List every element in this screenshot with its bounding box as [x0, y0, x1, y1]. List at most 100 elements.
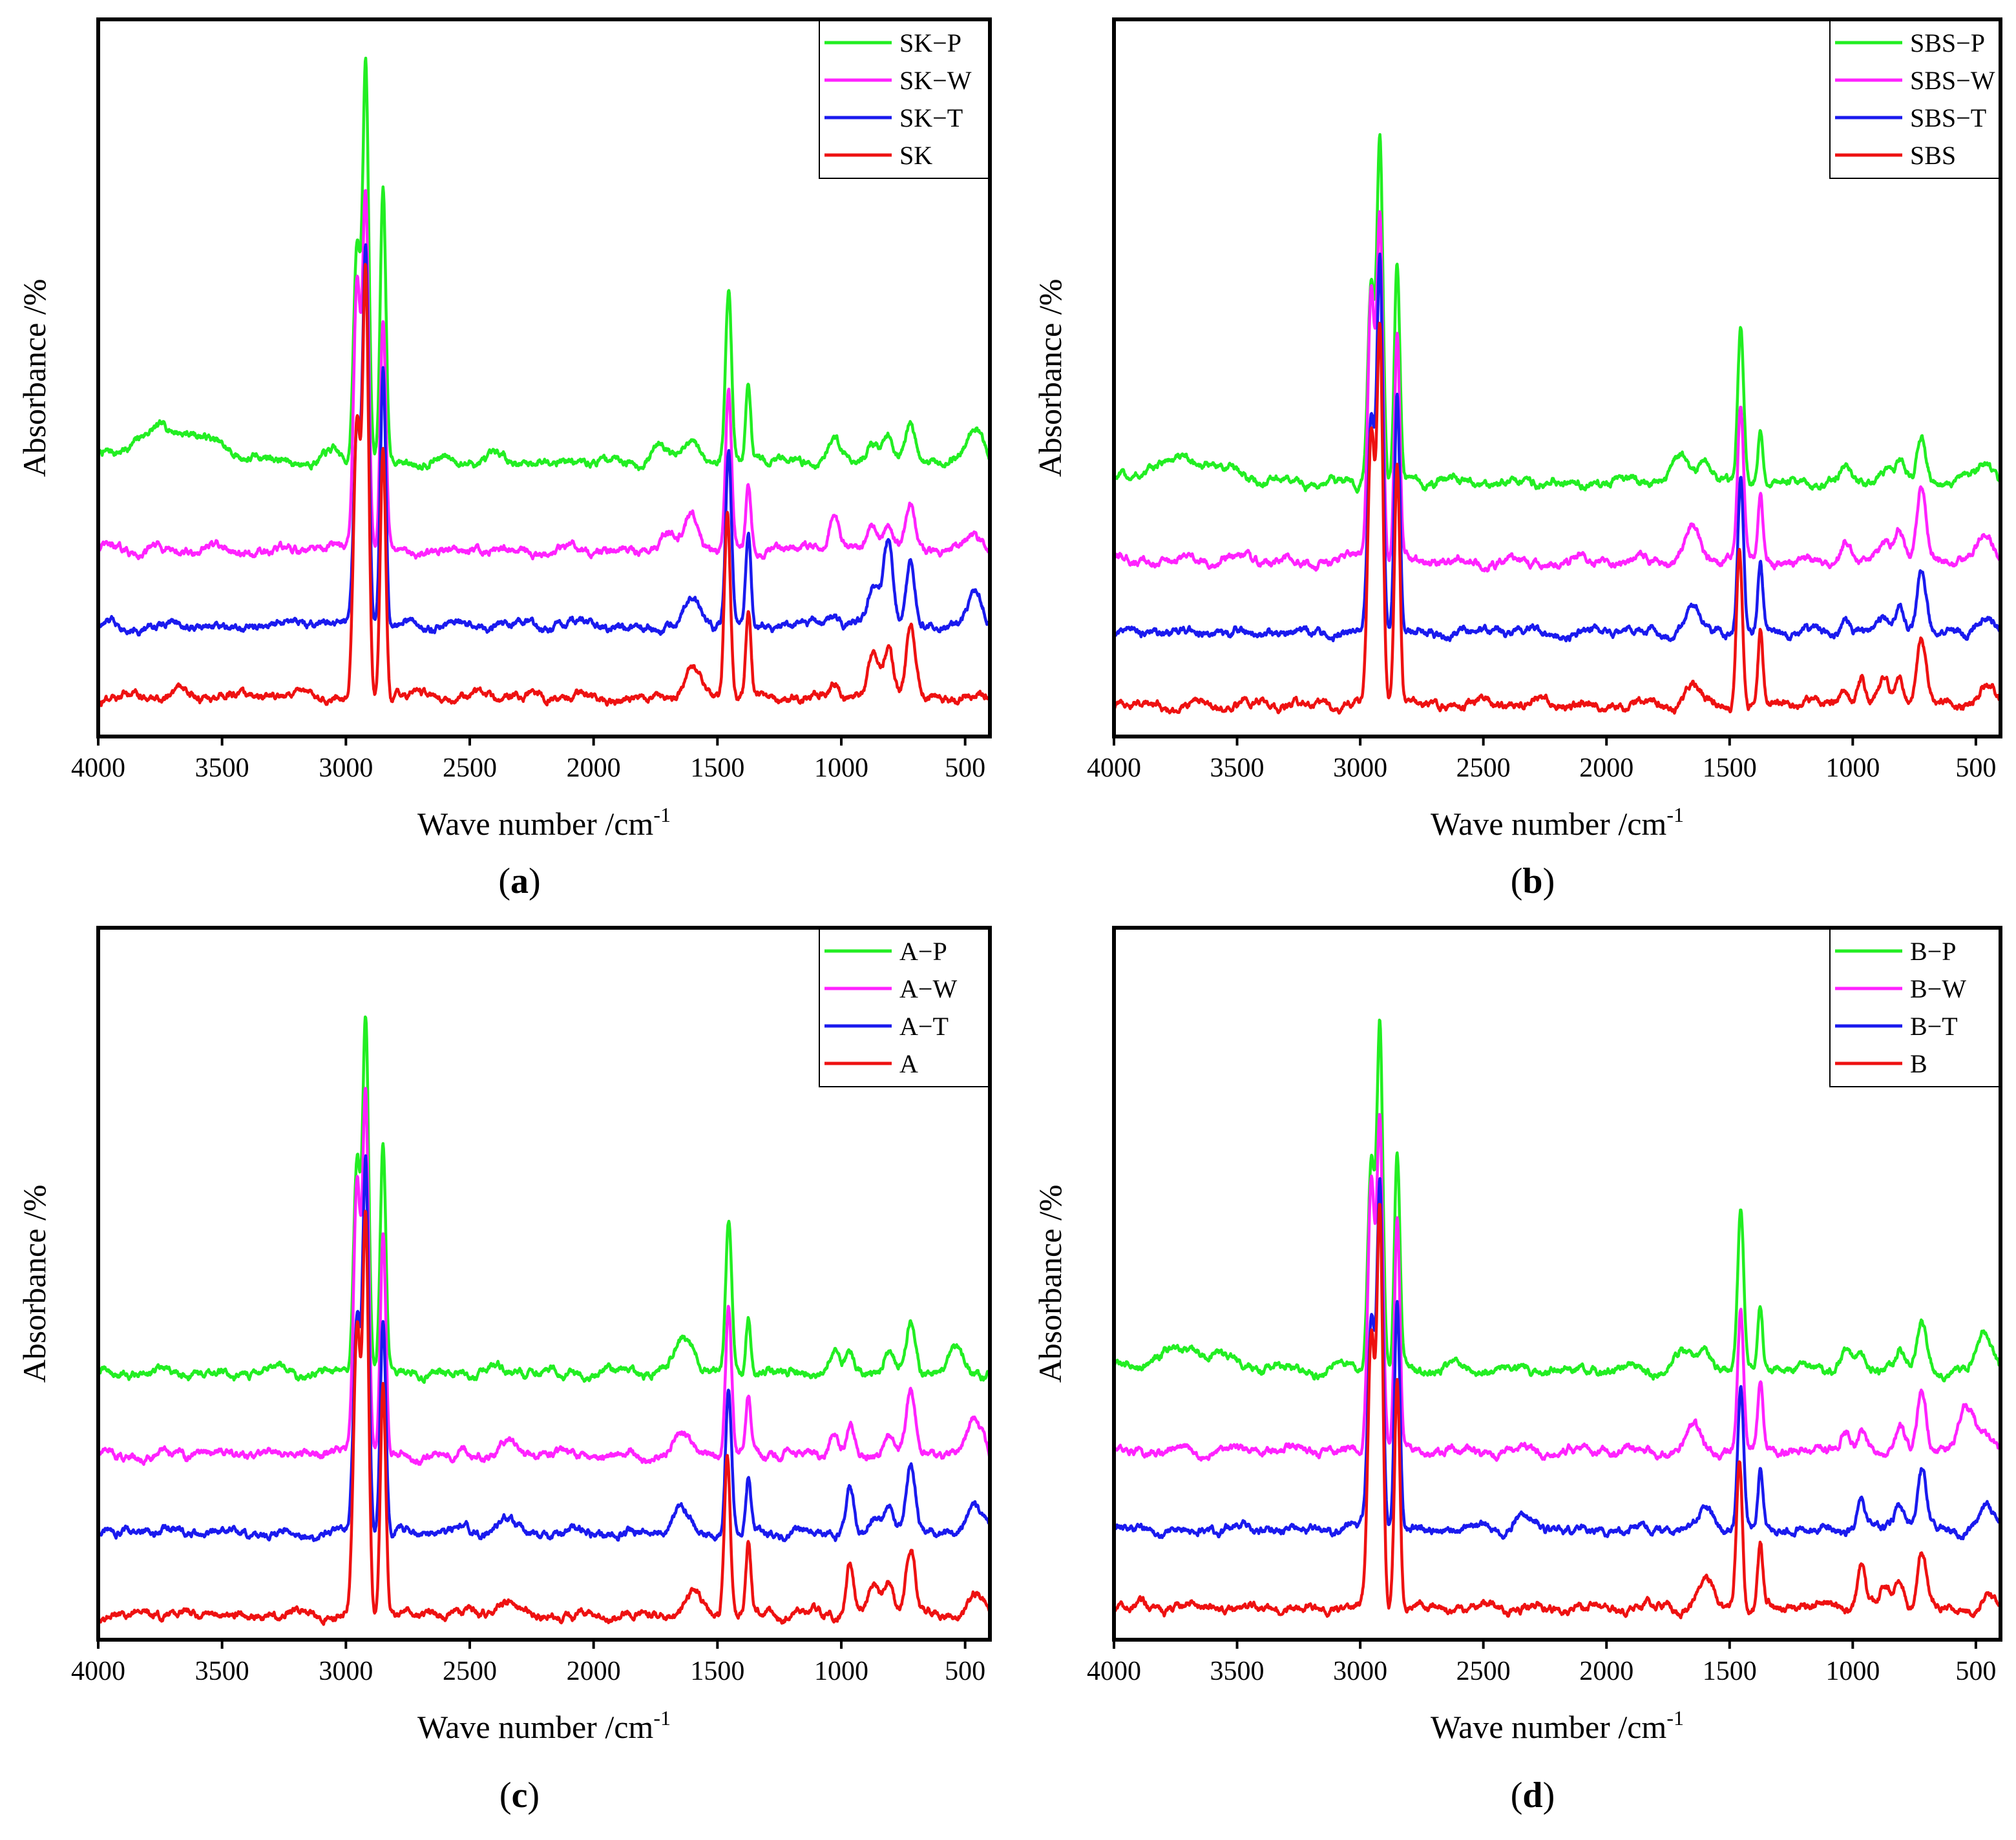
x-tick-label: 3000 — [1333, 1657, 1387, 1686]
x-tick-label: 1000 — [1825, 1657, 1880, 1686]
series-line-3 — [98, 243, 990, 637]
panel-label-open: ( — [1511, 1775, 1523, 1815]
chart-panel-b: 4000 3500 3000 2500 2000 1500 1000 500 Wave numb… — [1032, 17, 2002, 901]
panel-label: (a) — [498, 861, 540, 901]
x-tick-label: 2000 — [567, 753, 621, 783]
legend-label: SBS−W — [1910, 66, 1995, 95]
legend: A−P A−W A−T A — [819, 928, 989, 1087]
panel-label-close: ) — [529, 861, 541, 901]
series-line-1 — [98, 56, 990, 472]
x-tick-label: 1000 — [814, 1657, 868, 1686]
series-lines — [1114, 1018, 2000, 1620]
legend: SBS−P SBS−W SBS−T SBS — [1829, 20, 2000, 179]
x-axis-title-text: Wave number /cm — [1431, 1709, 1666, 1745]
legend-label: A−T — [899, 1012, 949, 1041]
legend-label: A−W — [899, 974, 957, 1003]
panel-label: (b) — [1511, 861, 1555, 901]
legend: SK−P SK−W SK−T SK — [819, 20, 989, 179]
x-tick-label: 1500 — [690, 1657, 744, 1686]
panel-label-open: ( — [1511, 861, 1523, 901]
legend-label: B — [1910, 1049, 1927, 1078]
x-tick-label: 3500 — [1210, 753, 1265, 783]
x-tick-label: 4000 — [71, 753, 125, 783]
x-tick-label: 500 — [1955, 753, 1996, 783]
legend: B−P B−W B−T B — [1829, 928, 2000, 1087]
series-line-3 — [1114, 252, 2000, 643]
x-tick-label: 1500 — [1703, 1657, 1757, 1686]
series-line-2 — [98, 1087, 990, 1466]
series-line-4 — [98, 1209, 990, 1626]
x-axis-title-sup: -1 — [1666, 1706, 1684, 1730]
legend-box — [819, 928, 989, 1087]
series-line-3 — [1114, 1176, 2000, 1541]
x-tick-label: 1000 — [814, 753, 868, 783]
series-line-2 — [1114, 1113, 2000, 1462]
x-tick-label: 500 — [1955, 1657, 1996, 1686]
legend-label: SK−W — [899, 66, 972, 95]
panel-label-letter: c — [512, 1775, 528, 1815]
x-tick-label: 3000 — [1333, 753, 1387, 783]
panel-label-close: ) — [1543, 861, 1555, 901]
x-axis-title: Wave number /cm-1 — [417, 803, 671, 842]
x-tick-label: 2000 — [1579, 1657, 1633, 1686]
legend-label: A — [899, 1049, 918, 1078]
x-tick-label: 3500 — [195, 1657, 249, 1686]
x-tick-label: 3500 — [195, 753, 249, 783]
panel-label-open: ( — [498, 861, 510, 901]
series-line-4 — [98, 262, 990, 707]
legend-label: SBS — [1910, 141, 1956, 170]
x-tick-label: 2500 — [443, 1657, 497, 1686]
legend-box — [1829, 928, 2000, 1087]
chart-panel-d: 4000 3500 3000 2500 2000 1500 1000 500 Wave numb… — [1032, 926, 2002, 1815]
legend-label: SK — [899, 141, 932, 170]
panel-label-open: ( — [499, 1775, 512, 1815]
x-axis-title: Wave number /cm-1 — [417, 1706, 671, 1745]
series-line-1 — [1114, 132, 2000, 494]
x-tick-label: 4000 — [71, 1657, 125, 1686]
legend-label: A−P — [899, 937, 947, 966]
series-lines — [98, 1015, 990, 1626]
y-axis-title: Absorbance /% — [1032, 1185, 1068, 1383]
legend-label: B−W — [1910, 974, 1966, 1003]
legend-label: B−T — [1910, 1012, 1958, 1041]
x-tick-label: 500 — [945, 753, 985, 783]
plot-frame — [96, 17, 992, 738]
x-axis-title-text: Wave number /cm — [1431, 806, 1666, 842]
x-tick-label: 2500 — [443, 753, 497, 783]
legend-box — [1829, 20, 2000, 179]
series-lines — [1114, 132, 2000, 715]
series-lines — [98, 56, 990, 707]
x-tick-label: 3000 — [319, 1657, 373, 1686]
x-tick-label: 1000 — [1825, 753, 1880, 783]
x-axis-title-sup: -1 — [653, 803, 671, 826]
x-axis-title: Wave number /cm-1 — [1431, 1706, 1684, 1745]
legend-label: B−P — [1910, 937, 1956, 966]
series-line-1 — [98, 1015, 990, 1385]
x-tick-label: 2000 — [567, 1657, 621, 1686]
y-axis-title: Absorbance /% — [16, 279, 52, 477]
x-axis-title: Wave number /cm-1 — [1431, 803, 1684, 842]
x-tick-label: 2500 — [1456, 1657, 1511, 1686]
chart-panel-a: 4000 3500 3000 2500 2000 1500 1000 500 Wave numb… — [16, 17, 992, 901]
panel-label-letter: b — [1522, 861, 1542, 901]
chart-panel-c: 4000 3500 3000 2500 2000 1500 1000 500 Wave numb… — [16, 926, 992, 1815]
x-tick-label: 4000 — [1087, 1657, 1141, 1686]
panel-label-close: ) — [1543, 1775, 1555, 1815]
panel-label-close: ) — [527, 1775, 540, 1815]
series-line-3 — [98, 1154, 990, 1543]
panel-label-letter: d — [1522, 1775, 1542, 1815]
x-axis-title-text: Wave number /cm — [417, 1709, 653, 1745]
series-line-4 — [1114, 1202, 2000, 1620]
series-line-2 — [1114, 210, 2000, 573]
legend-label: SBS−T — [1910, 103, 1986, 132]
x-tick-label: 1500 — [1703, 753, 1757, 783]
plot-frame — [1112, 926, 2002, 1642]
x-axis-title-sup: -1 — [653, 1706, 671, 1730]
plot-frame — [1112, 17, 2002, 738]
series-line-1 — [1114, 1018, 2000, 1383]
panel-label-letter: a — [510, 861, 529, 901]
legend-label: SBS−P — [1910, 28, 1985, 58]
panel-label: (c) — [499, 1775, 540, 1815]
legend-box — [819, 20, 989, 179]
x-tick-label: 500 — [945, 1657, 985, 1686]
